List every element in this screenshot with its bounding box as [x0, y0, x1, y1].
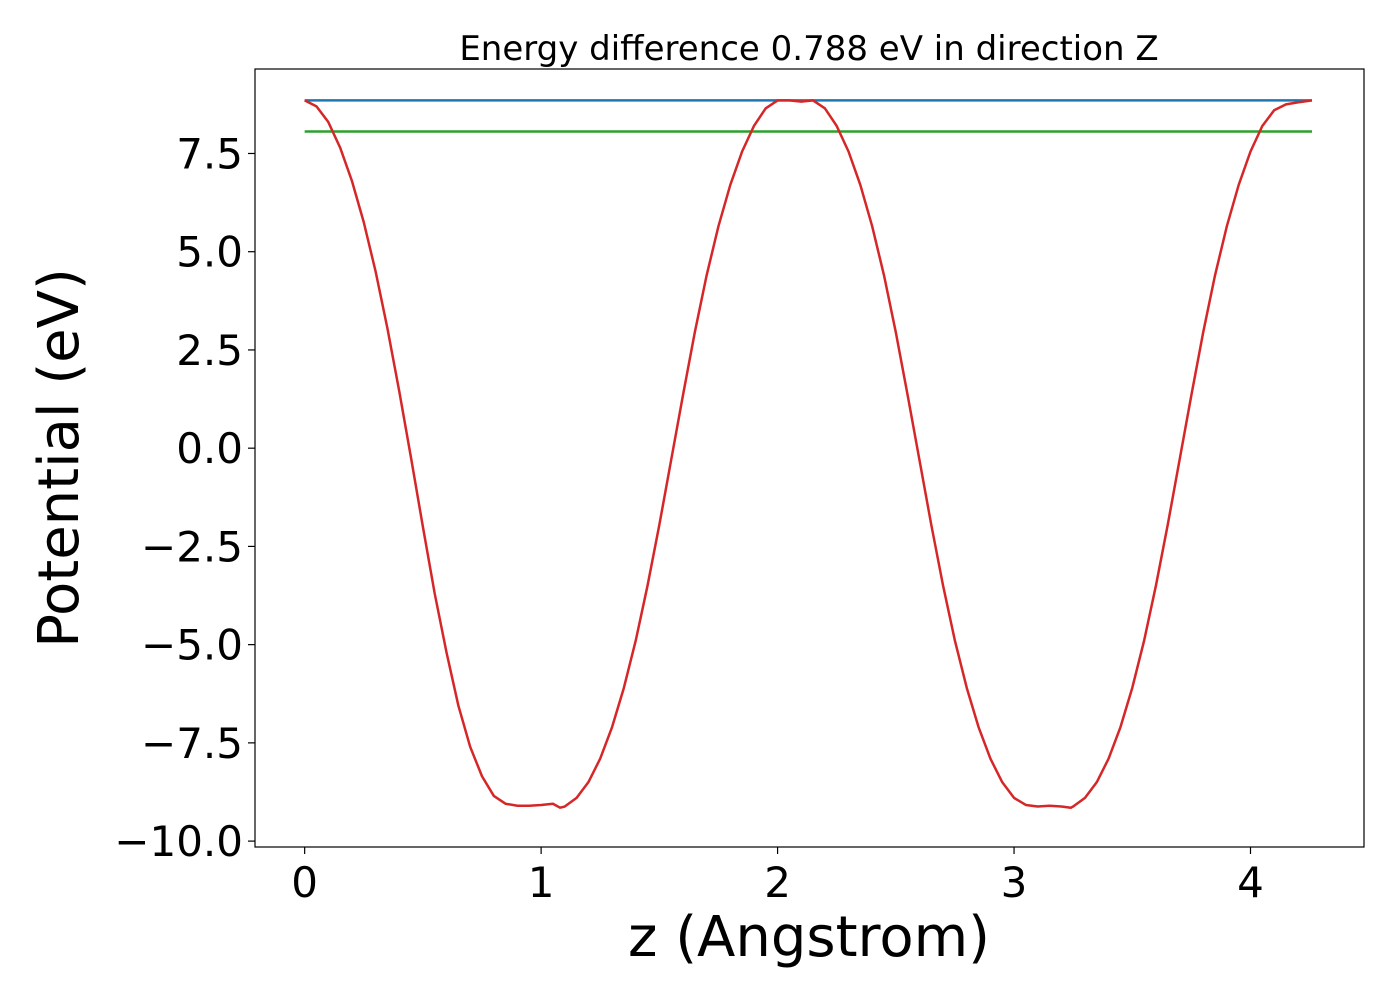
- y-tick-label: 7.5: [176, 129, 243, 178]
- y-tick-label: −10.0: [114, 817, 243, 866]
- x-tick-label: 0: [291, 858, 318, 907]
- plot-area: [304, 99, 1313, 809]
- y-tick-label: 0.0: [176, 424, 243, 473]
- chart-title: Energy difference 0.788 eV in direction …: [459, 29, 1158, 69]
- y-tick-label: 2.5: [176, 326, 243, 375]
- y-tick-label: 5.0: [176, 228, 243, 277]
- y-tick-label: −2.5: [141, 522, 243, 571]
- series-line-2: [304, 99, 1313, 809]
- x-tick-label: 2: [764, 858, 791, 907]
- x-tick-label: 3: [1001, 858, 1028, 907]
- x-axis-label: z (Angstrom): [628, 905, 990, 970]
- axis-ticks: 0 1 2 3 4 −10.0 −7.5 −5.0 −2.5 0.0 2.5 5.0 7.5: [114, 129, 1264, 907]
- y-tick-label: −7.5: [141, 719, 243, 768]
- y-axis-label: Potential (eV): [27, 268, 92, 648]
- y-tick-label: −5.0: [141, 621, 243, 670]
- plot-frame: [254, 68, 1365, 848]
- x-tick-label: 4: [1237, 858, 1264, 907]
- x-tick-label: 1: [528, 858, 555, 907]
